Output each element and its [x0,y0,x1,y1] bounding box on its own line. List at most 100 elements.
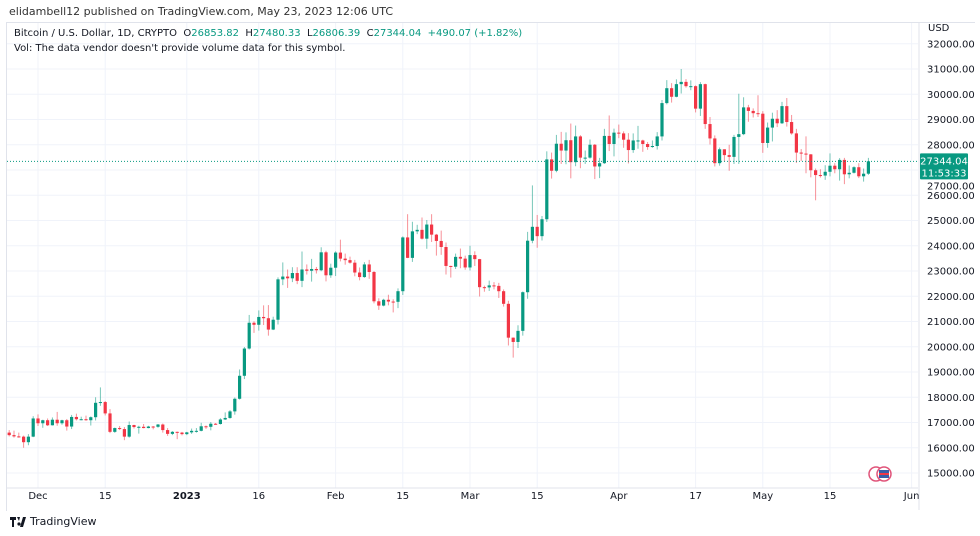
candle-body[interactable] [756,113,760,115]
candle-body[interactable] [708,124,712,139]
candle-body[interactable] [142,426,146,429]
candle-body[interactable] [324,252,328,276]
candle-body[interactable] [444,247,448,266]
candle-body[interactable] [276,279,280,320]
candle-body[interactable] [454,256,458,267]
candle-body[interactable] [612,132,616,144]
candle-body[interactable] [425,224,429,239]
candle-body[interactable] [674,84,678,97]
candle-body[interactable] [367,264,371,273]
candle-body[interactable] [502,291,506,304]
candle-body[interactable] [415,229,419,232]
candle-body[interactable] [751,110,755,114]
candle-body[interactable] [746,107,750,111]
candle-body[interactable] [334,252,338,268]
candle-body[interactable] [713,138,717,164]
candle-body[interactable] [439,240,443,248]
candle-body[interactable] [540,219,544,237]
candle-body[interactable] [36,418,40,424]
candle-body[interactable] [722,149,726,156]
candle-body[interactable] [281,276,285,280]
candle-body[interactable] [866,161,870,174]
candle-body[interactable] [847,172,851,175]
candle-body[interactable] [295,273,299,281]
candle-body[interactable] [785,106,789,123]
candle-body[interactable] [353,262,357,273]
candle-body[interactable] [530,226,534,241]
candle-body[interactable] [833,165,837,170]
candle-body[interactable] [314,268,318,271]
candle-body[interactable] [646,143,650,148]
candle-body[interactable] [247,322,251,349]
candle-body[interactable] [718,149,722,164]
candle-body[interactable] [550,159,554,171]
candle-body[interactable] [511,337,515,342]
candle-body[interactable] [329,267,333,276]
candle-body[interactable] [55,419,59,424]
candle-body[interactable] [305,269,309,271]
candle-body[interactable] [199,426,203,431]
candle-body[interactable] [22,436,26,443]
candle-body[interactable] [170,431,174,434]
chart-pane[interactable] [6,22,975,511]
candle-body[interactable] [790,122,794,134]
candle-body[interactable] [766,127,770,143]
candle-body[interactable] [228,411,232,418]
candle-body[interactable] [430,224,434,235]
candle-body[interactable] [641,140,645,144]
candle-body[interactable] [113,428,117,432]
candle-body[interactable] [98,402,102,404]
candle-body[interactable] [420,229,424,239]
candle-body[interactable] [737,134,741,137]
candle-body[interactable] [233,398,237,412]
candle-body[interactable] [89,417,93,421]
candle-body[interactable] [242,348,246,376]
symbol-label[interactable]: Bitcoin / U.S. Dollar, 1D, CRYPTO [14,28,178,39]
candle-body[interactable] [823,171,827,176]
candle-body[interactable] [214,423,218,425]
candle-body[interactable] [290,273,294,279]
candle-body[interactable] [26,436,30,443]
candle-body[interactable] [602,135,606,164]
candle-body[interactable] [497,285,501,292]
candle-body[interactable] [338,252,342,259]
candle-body[interactable] [180,432,184,435]
candle-body[interactable] [828,165,832,172]
candle-body[interactable] [94,402,98,418]
candle-body[interactable] [588,144,592,158]
candle-body[interactable] [492,285,496,287]
candle-body[interactable] [578,136,582,158]
candle-body[interactable] [622,133,626,140]
candle-body[interactable] [487,285,491,288]
candle-body[interactable] [209,423,213,427]
candle-body[interactable] [266,318,270,330]
candle-body[interactable] [449,265,453,267]
candle-body[interactable] [545,159,549,220]
currency-unit[interactable]: USD [928,23,950,34]
candle-body[interactable] [132,425,136,428]
candle-body[interactable] [655,136,659,147]
candle-body[interactable] [679,81,683,85]
candle-body[interactable] [670,88,674,97]
candle-body[interactable] [554,143,558,171]
candle-body[interactable] [166,430,170,434]
candle-body[interactable] [175,431,179,433]
candle-body[interactable] [60,420,64,424]
candle-body[interactable] [727,155,731,157]
candle-body[interactable] [122,429,126,437]
candle-body[interactable] [190,430,194,433]
candle-body[interactable] [137,426,141,428]
candle-body[interactable] [310,268,314,271]
candle-body[interactable] [401,237,405,292]
candle-body[interactable] [559,143,563,151]
candle-body[interactable] [372,272,376,302]
candle-body[interactable] [194,430,198,432]
candle-body[interactable] [478,259,482,288]
candle-body[interactable] [468,255,472,268]
candle-body[interactable] [204,426,208,428]
candle-body[interactable] [377,301,381,306]
candle-body[interactable] [65,420,69,427]
candle-body[interactable] [818,175,822,177]
candle-body[interactable] [569,140,573,163]
candle-body[interactable] [857,167,861,177]
